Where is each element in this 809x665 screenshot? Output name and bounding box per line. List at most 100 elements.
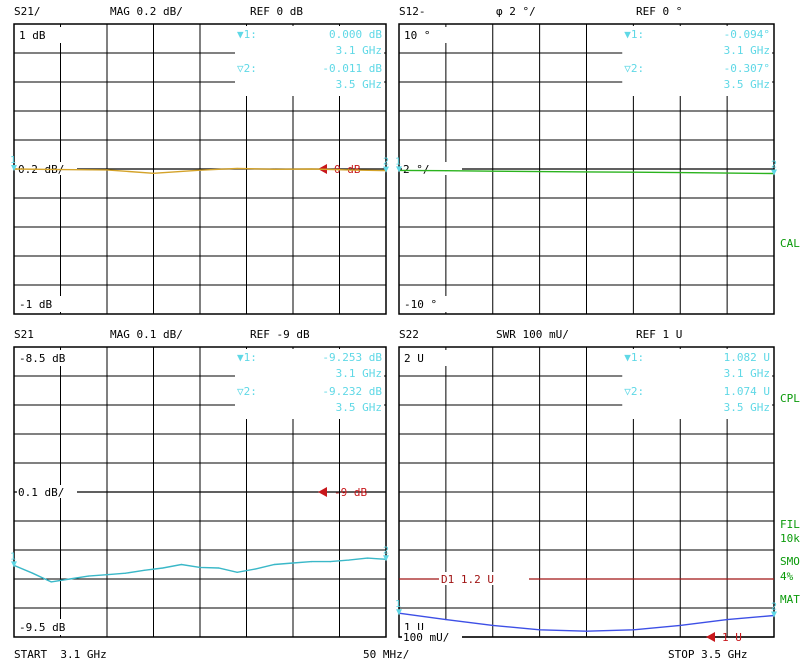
- scale-ref-background: [402, 630, 462, 643]
- trace-reference[interactable]: REF 0 °: [636, 5, 682, 18]
- trace-point: [106, 574, 108, 576]
- trace-reference[interactable]: REF -9 dB: [250, 328, 310, 341]
- side-label-fil[interactable]: FIL: [780, 518, 800, 531]
- trace-point: [152, 172, 155, 174]
- trace-point: [236, 571, 238, 573]
- scale-top-background: [16, 350, 64, 366]
- marker-readout-value: -0.094°: [724, 28, 770, 41]
- trace-point: [585, 630, 588, 632]
- trace-point: [679, 172, 681, 174]
- trace-point: [679, 624, 681, 627]
- trace-point: [348, 559, 350, 561]
- marker-2-tag: 2: [383, 545, 389, 556]
- side-label-10k: 10k: [780, 532, 800, 545]
- side-label-mat[interactable]: MAT: [780, 593, 800, 606]
- marker-1-tag: 1: [395, 156, 401, 167]
- footer-span: 50 MHz/: [363, 648, 409, 661]
- marker-2-symbol[interactable]: [771, 169, 777, 176]
- marker-2-tag: 2: [771, 602, 777, 613]
- trace-reference[interactable]: REF 0 dB: [250, 5, 303, 18]
- trace-parameter[interactable]: S21: [14, 328, 34, 341]
- marker-readout-background: [235, 349, 384, 419]
- trace-point: [632, 629, 634, 631]
- marker-readout-background: [622, 349, 772, 419]
- measurement-trace: [13, 167, 387, 175]
- side-label-cal[interactable]: CAL: [780, 237, 800, 250]
- marker-2-tag: 2: [771, 159, 777, 170]
- trace-point: [492, 624, 494, 627]
- marker-readout-frequency: 3.1 GHz: [336, 367, 382, 380]
- trace-format[interactable]: SWR 100 mU/: [496, 328, 569, 341]
- trace-point: [445, 619, 447, 621]
- marker-1-symbol[interactable]: [11, 561, 17, 568]
- marker-readout-value: 1.074 U: [724, 385, 770, 398]
- trace-point: [445, 170, 447, 172]
- trace-point: [59, 168, 62, 171]
- marker-readout-frequency: 3.1 GHz: [724, 44, 770, 57]
- trace-reference[interactable]: REF 1 U: [636, 328, 682, 341]
- side-label-smo[interactable]: SMO: [780, 555, 800, 568]
- marker-readout-frequency: 3.5 GHz: [724, 78, 770, 91]
- marker-readout-value: -9.253 dB: [322, 351, 382, 364]
- reference-marker-triangle[interactable]: [706, 632, 715, 642]
- side-label-cpl[interactable]: CPL: [780, 392, 800, 405]
- trace-point: [348, 169, 350, 171]
- marker-readout-label: ▼1:: [624, 351, 644, 364]
- scale-top-label: -8.5 dB: [19, 352, 66, 365]
- scale-bottom-label: -1 dB: [19, 298, 52, 311]
- marker-2-symbol[interactable]: [383, 555, 389, 562]
- trace-point: [311, 561, 313, 563]
- marker-readout-frequency: 3.5 GHz: [724, 401, 770, 414]
- marker-1-tag: 1: [10, 155, 16, 166]
- marker-readout-background: [235, 26, 384, 96]
- side-labels: CAL CPL FIL 10k SMO 4% MAT: [780, 237, 800, 606]
- trace-point: [311, 168, 313, 170]
- trace-point: [273, 563, 275, 566]
- trace-format[interactable]: MAG 0.2 dB/: [110, 5, 183, 18]
- trace-point: [143, 569, 145, 571]
- reference-marker-triangle[interactable]: [318, 487, 327, 497]
- scale-top-background: [401, 350, 449, 366]
- marker-1-symbol[interactable]: [396, 609, 402, 616]
- marker-readout-frequency: 3.1 GHz: [336, 44, 382, 57]
- trace-point: [162, 567, 164, 569]
- trace-parameter[interactable]: S12-: [399, 5, 426, 18]
- trace-point: [585, 171, 588, 173]
- scale-top-label: 1 dB: [19, 29, 46, 42]
- scale-top-background: [401, 27, 449, 43]
- scale-bottom-background: [16, 619, 64, 635]
- scale-top-background: [16, 27, 64, 43]
- trace-format[interactable]: MAG 0.1 dB/: [110, 328, 183, 341]
- marker-1-tag: 1: [395, 599, 401, 610]
- marker-2-symbol[interactable]: [383, 166, 389, 173]
- trace-point: [726, 619, 728, 621]
- marker-1-tag: 1: [10, 551, 16, 562]
- footer: START 3.1 GHz 50 MHz/ STOP 3.5 GHz: [14, 648, 747, 661]
- scale-bottom-label: -10 °: [404, 298, 437, 311]
- marker-1-symbol[interactable]: [11, 165, 17, 171]
- trace-parameter[interactable]: S21/: [14, 5, 41, 18]
- trace-point: [236, 167, 238, 170]
- trace-format[interactable]: φ 2 °/: [496, 5, 536, 18]
- trace-point: [632, 171, 634, 173]
- scale-ref-background: [17, 162, 77, 175]
- trace-point: [87, 575, 89, 577]
- trace-point: [180, 563, 182, 566]
- marker-2-symbol[interactable]: [771, 611, 777, 618]
- trace-point: [69, 578, 71, 580]
- marker-readout-label: ▽2:: [624, 385, 644, 398]
- scale-ref-label: 100 mU/: [403, 631, 449, 644]
- trace-point: [366, 557, 368, 559]
- trace-point: [106, 169, 108, 171]
- scale-bottom-background: [16, 296, 64, 312]
- trace-panel-1: S21/MAG 0.2 dB/REF 0 dB1 dB-1 dB0.2 dB/0…: [10, 5, 389, 315]
- trace-point: [539, 171, 541, 173]
- marker-1-symbol[interactable]: [396, 166, 402, 173]
- trace-point: [292, 562, 294, 564]
- trace-parameter[interactable]: S22: [399, 328, 419, 341]
- footer-stop: STOP 3.5 GHz: [668, 648, 747, 661]
- scale-top-label: 2 U: [404, 352, 424, 365]
- scale-ref-label: 0.1 dB/: [18, 486, 64, 499]
